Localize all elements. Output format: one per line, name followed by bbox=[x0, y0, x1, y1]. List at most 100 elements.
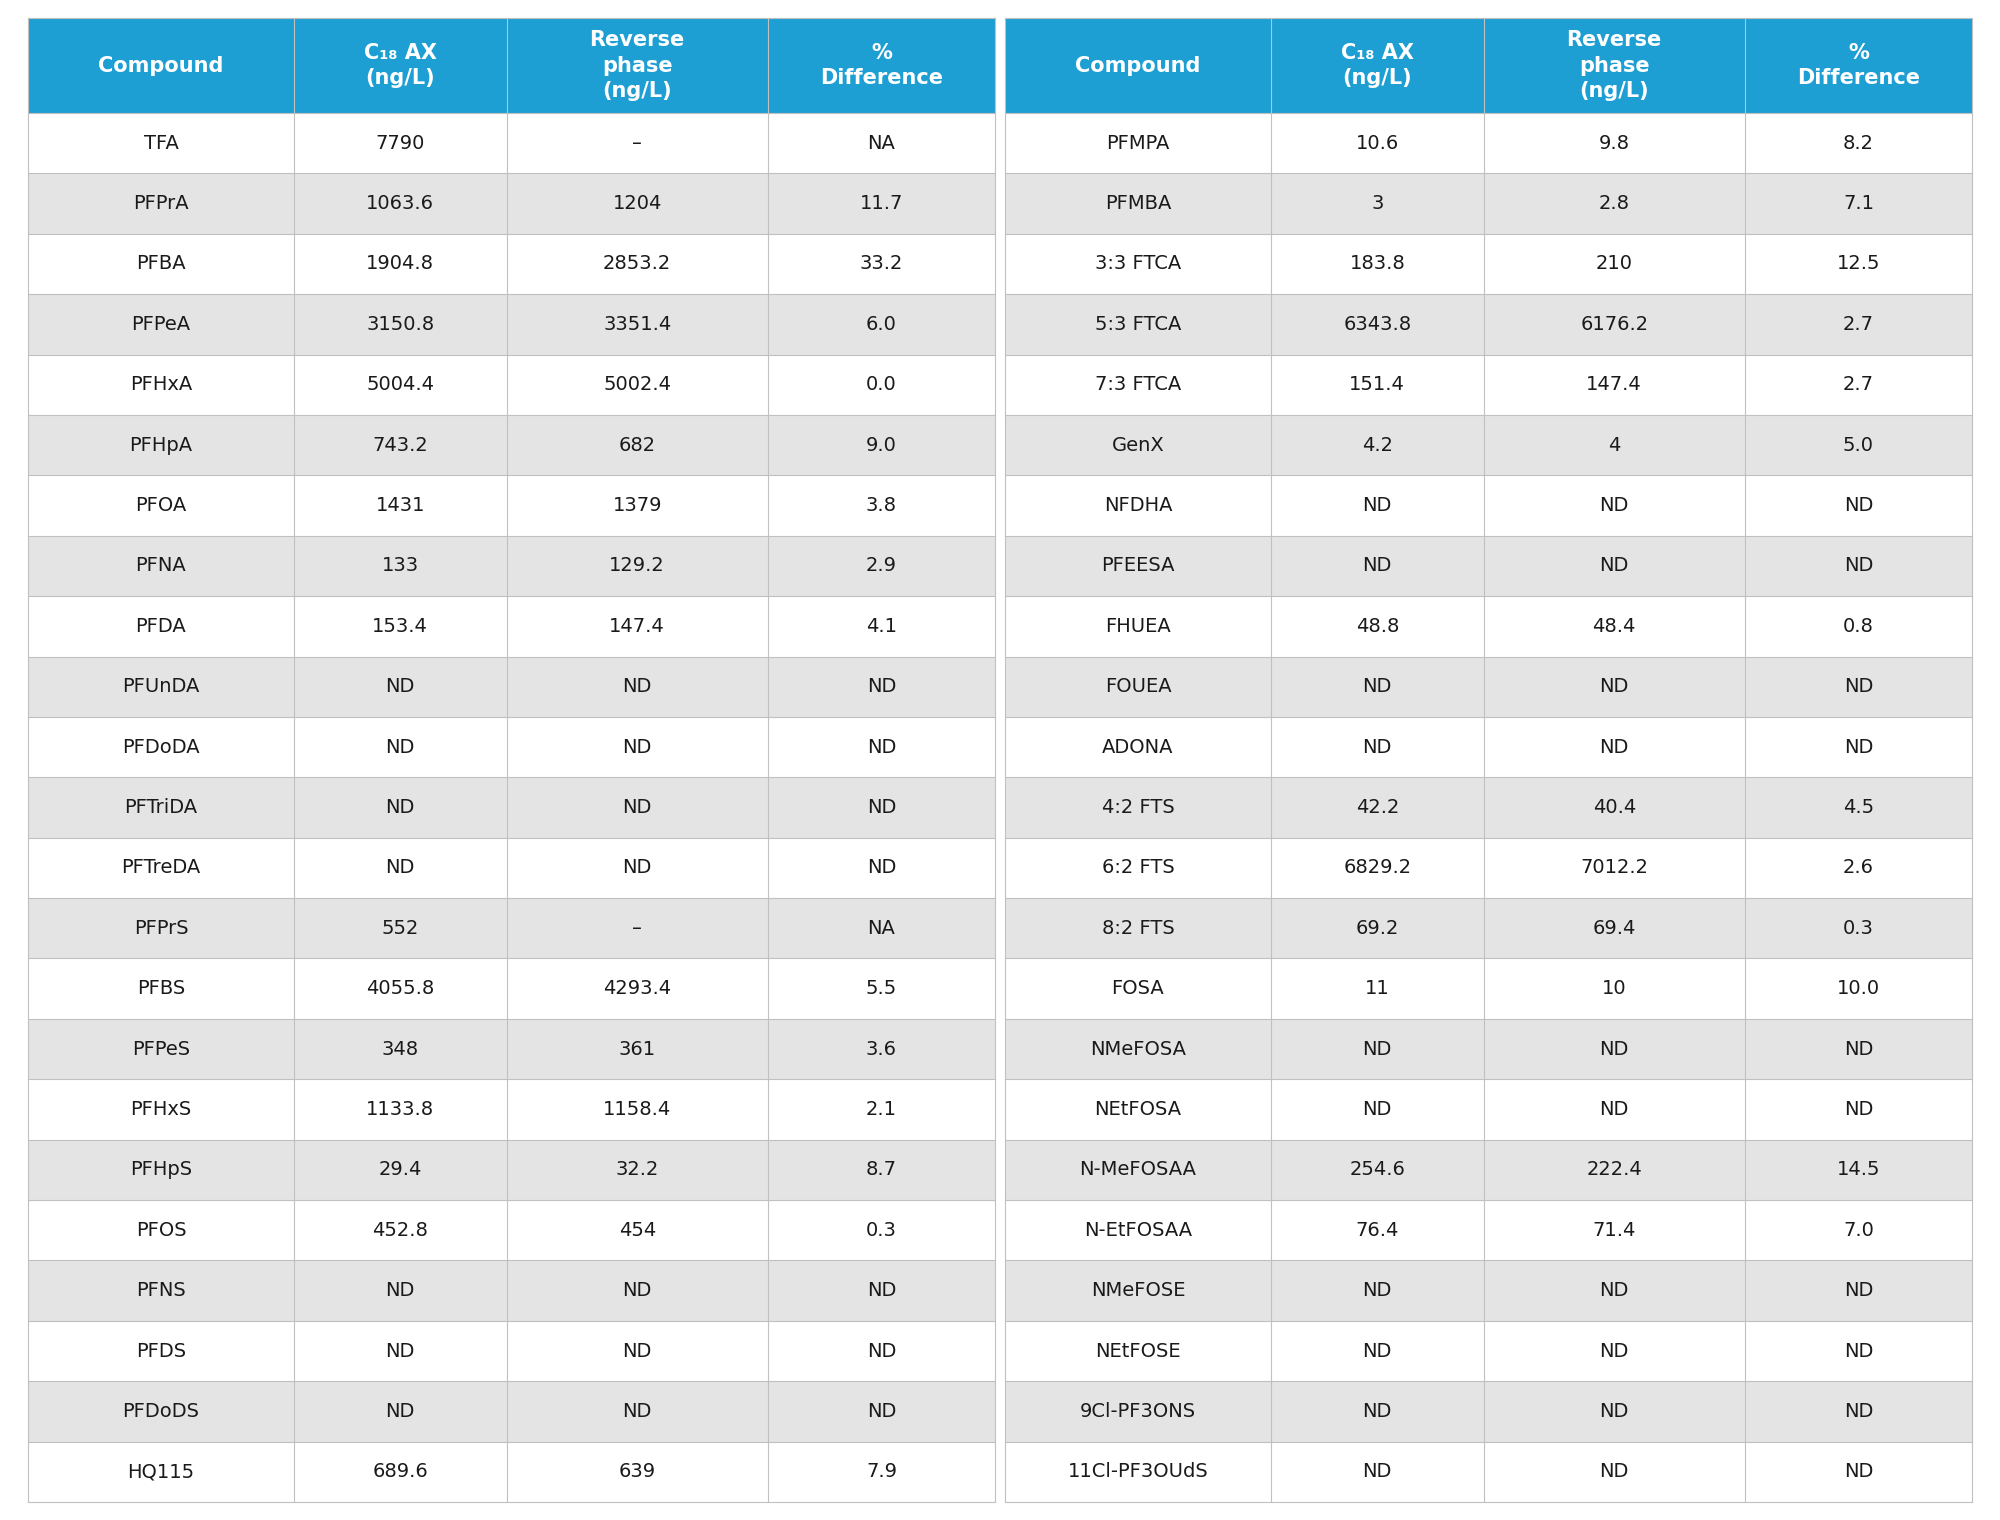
Text: 682: 682 bbox=[618, 436, 656, 454]
Bar bbox=[28, 1260, 294, 1321]
Text: –: – bbox=[632, 134, 642, 152]
Text: 454: 454 bbox=[618, 1221, 656, 1240]
Bar bbox=[1006, 1321, 1270, 1382]
Bar bbox=[294, 476, 506, 535]
Bar bbox=[1484, 234, 1744, 295]
Bar bbox=[768, 777, 996, 838]
Bar bbox=[1270, 777, 1484, 838]
Bar bbox=[1744, 1260, 1972, 1321]
Bar bbox=[1484, 354, 1744, 415]
Text: ND: ND bbox=[866, 1281, 896, 1300]
Text: 3.6: 3.6 bbox=[866, 1040, 896, 1058]
Bar bbox=[1744, 717, 1972, 777]
Bar bbox=[1270, 1140, 1484, 1201]
Text: %
Difference: % Difference bbox=[820, 43, 942, 88]
Text: ND: ND bbox=[622, 678, 652, 696]
Bar bbox=[1006, 415, 1270, 476]
Text: 7.1: 7.1 bbox=[1842, 195, 1874, 213]
Bar bbox=[1484, 717, 1744, 777]
Text: 4.2: 4.2 bbox=[1362, 436, 1392, 454]
Bar bbox=[768, 1260, 996, 1321]
Text: PFPeS: PFPeS bbox=[132, 1040, 190, 1058]
Bar bbox=[1270, 415, 1484, 476]
Text: 1904.8: 1904.8 bbox=[366, 254, 434, 274]
Text: PFDS: PFDS bbox=[136, 1342, 186, 1360]
Bar bbox=[506, 1018, 768, 1079]
Text: PFPeA: PFPeA bbox=[132, 315, 190, 334]
Text: 4.1: 4.1 bbox=[866, 617, 896, 635]
Text: 76.4: 76.4 bbox=[1356, 1221, 1398, 1240]
Bar bbox=[1006, 476, 1270, 535]
Bar bbox=[1270, 959, 1484, 1018]
Bar bbox=[506, 898, 768, 959]
Text: Reverse
phase
(ng/L): Reverse phase (ng/L) bbox=[590, 30, 684, 102]
Text: 10.0: 10.0 bbox=[1836, 979, 1880, 999]
Text: ND: ND bbox=[1844, 1100, 1874, 1119]
Text: 1379: 1379 bbox=[612, 496, 662, 515]
Text: 361: 361 bbox=[618, 1040, 656, 1058]
Bar bbox=[294, 173, 506, 234]
Text: GenX: GenX bbox=[1112, 436, 1164, 454]
Text: 1158.4: 1158.4 bbox=[604, 1100, 672, 1119]
Bar bbox=[1270, 898, 1484, 959]
Bar bbox=[768, 112, 996, 173]
Bar bbox=[506, 717, 768, 777]
Bar bbox=[506, 1441, 768, 1502]
Bar bbox=[1270, 838, 1484, 898]
Text: ND: ND bbox=[1844, 737, 1874, 757]
Text: ND: ND bbox=[1362, 1462, 1392, 1482]
Bar bbox=[1744, 112, 1972, 173]
Bar bbox=[1270, 1321, 1484, 1382]
Bar bbox=[28, 18, 294, 112]
Text: 48.4: 48.4 bbox=[1592, 617, 1636, 635]
Text: FHUEA: FHUEA bbox=[1106, 617, 1170, 635]
Text: NEtFOSA: NEtFOSA bbox=[1094, 1100, 1182, 1119]
Text: 7.0: 7.0 bbox=[1842, 1221, 1874, 1240]
Text: ND: ND bbox=[386, 798, 414, 818]
Bar bbox=[1484, 1140, 1744, 1201]
Bar bbox=[1270, 18, 1484, 112]
Bar bbox=[1270, 234, 1484, 295]
Bar bbox=[1484, 535, 1744, 596]
Text: 48.8: 48.8 bbox=[1356, 617, 1398, 635]
Bar bbox=[294, 1382, 506, 1441]
Text: 183.8: 183.8 bbox=[1350, 254, 1406, 274]
Bar bbox=[768, 354, 996, 415]
Text: PFOA: PFOA bbox=[136, 496, 186, 515]
Bar bbox=[1006, 1201, 1270, 1260]
Bar bbox=[1006, 295, 1270, 354]
Bar bbox=[1744, 18, 1972, 112]
Text: PFNA: PFNA bbox=[136, 556, 186, 576]
Bar bbox=[28, 959, 294, 1018]
Text: 4: 4 bbox=[1608, 436, 1620, 454]
Bar bbox=[506, 657, 768, 717]
Text: 2853.2: 2853.2 bbox=[604, 254, 672, 274]
Text: 11: 11 bbox=[1364, 979, 1390, 999]
Text: 5:3 FTCA: 5:3 FTCA bbox=[1094, 315, 1182, 334]
Text: PFBA: PFBA bbox=[136, 254, 186, 274]
Text: ND: ND bbox=[1362, 1342, 1392, 1360]
Text: PFHpS: PFHpS bbox=[130, 1160, 192, 1180]
Bar bbox=[1484, 1260, 1744, 1321]
Text: NMeFOSE: NMeFOSE bbox=[1090, 1281, 1186, 1300]
Text: ND: ND bbox=[1844, 556, 1874, 576]
Bar bbox=[1006, 535, 1270, 596]
Bar bbox=[28, 112, 294, 173]
Bar bbox=[1006, 354, 1270, 415]
Text: 743.2: 743.2 bbox=[372, 436, 428, 454]
Bar bbox=[294, 657, 506, 717]
Bar bbox=[1484, 112, 1744, 173]
Text: FOSA: FOSA bbox=[1112, 979, 1164, 999]
Bar bbox=[1006, 959, 1270, 1018]
Text: ND: ND bbox=[1844, 1401, 1874, 1421]
Bar bbox=[506, 295, 768, 354]
Bar bbox=[28, 476, 294, 535]
Text: 33.2: 33.2 bbox=[860, 254, 904, 274]
Bar bbox=[1484, 295, 1744, 354]
Bar bbox=[506, 476, 768, 535]
Bar bbox=[1744, 657, 1972, 717]
Bar bbox=[294, 1201, 506, 1260]
Text: Reverse
phase
(ng/L): Reverse phase (ng/L) bbox=[1566, 30, 1662, 102]
Text: 9.0: 9.0 bbox=[866, 436, 896, 454]
Bar bbox=[28, 1201, 294, 1260]
